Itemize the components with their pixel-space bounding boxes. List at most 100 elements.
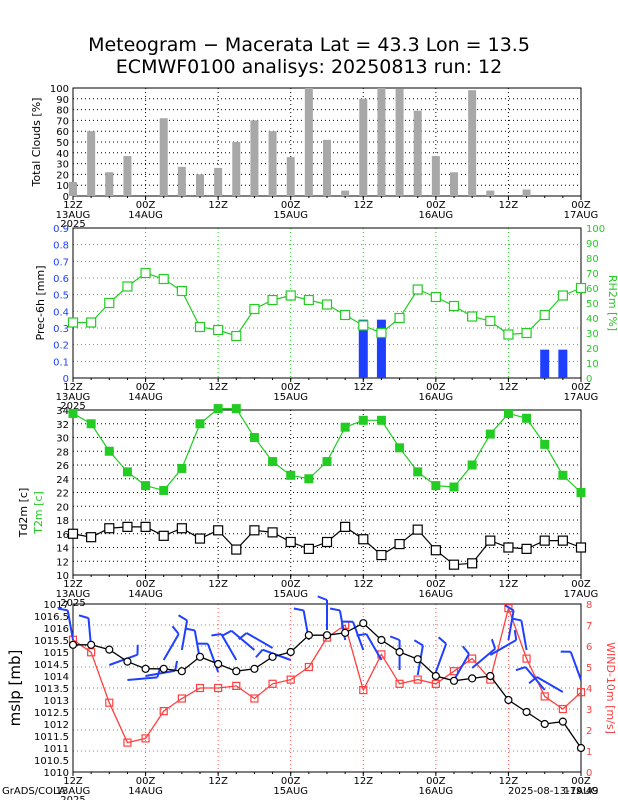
t2m-point <box>249 433 259 442</box>
t2m-point <box>467 460 477 470</box>
precip-ytick-label: 0.2 <box>53 341 69 352</box>
precip-bar <box>231 377 241 378</box>
cloud-cover-bar <box>413 110 422 196</box>
clouds-time-label: 00Z <box>281 200 301 211</box>
wind-barb <box>434 643 448 673</box>
clouds-axis-label: Total Clouds [%] <box>30 98 43 188</box>
cloud-cover-bar <box>395 89 404 196</box>
mslp-point <box>105 645 114 654</box>
precip-date-label: 16AUG <box>419 392 454 403</box>
t2m-point <box>304 474 314 484</box>
td2m-point <box>158 530 169 541</box>
td2m-point <box>430 545 441 556</box>
wind-barb-flag <box>317 595 328 601</box>
precip-date-label: 14AUG <box>128 392 163 403</box>
cloud-cover-bar <box>341 190 350 196</box>
mslp-ytick-label: 1016.5 <box>34 612 69 623</box>
mslp-point <box>123 657 132 666</box>
t2m-point <box>159 485 169 495</box>
wind-barb-flag <box>515 666 526 672</box>
precip-bar <box>558 349 568 378</box>
t2m-point <box>195 419 205 429</box>
wind-barb-flag <box>57 607 68 612</box>
td2m-point <box>104 523 115 534</box>
clouds-ytick-label: 10 <box>56 181 69 192</box>
mslp-ytick-label: 1016 <box>44 624 69 635</box>
t2m-point <box>213 404 223 414</box>
precip-date-label: 15AUG <box>273 392 308 403</box>
wind-barb-flag <box>356 633 367 637</box>
temp-date-label: 13AUG <box>56 589 91 600</box>
td2m-axis-label: Td2m [c] <box>17 488 30 539</box>
rh-ytick-label: 20 <box>586 344 599 355</box>
wind-speed-point <box>540 692 549 701</box>
wind-speed-point <box>232 681 241 691</box>
clouds-time-label: 12Z <box>63 200 83 211</box>
mslp-point <box>195 652 205 661</box>
td2m-point <box>67 528 79 539</box>
temp-ytick-label: 32 <box>56 420 69 431</box>
cloud-cover-bar <box>286 157 295 196</box>
wind-speed-point <box>449 667 459 676</box>
mslp-time-label: 12Z <box>499 776 519 787</box>
rh-point <box>194 321 206 333</box>
mslp-date-label: 16AUG <box>419 786 454 797</box>
wind-barb-flag <box>504 604 515 612</box>
wind-barb-flag <box>528 676 538 685</box>
mslp-time-label: 12Z <box>208 776 228 787</box>
wind-speed-point <box>105 698 114 707</box>
mslp-point <box>304 631 313 640</box>
mslp-ytick-label: 1015.5 <box>34 636 69 647</box>
wind-barb-flag <box>329 607 341 612</box>
cloud-cover-bar <box>268 131 277 196</box>
wind-speed-point <box>468 654 477 663</box>
mslp-point <box>504 695 513 705</box>
t2m-point <box>358 415 368 425</box>
td2m-point <box>503 542 514 553</box>
wind-speed-point <box>195 683 205 693</box>
mslp-point <box>250 664 259 673</box>
precip-ytick-label: 0.6 <box>53 274 69 285</box>
cloud-cover-bar <box>486 190 495 196</box>
precip-ytick-label: 0 <box>63 374 69 385</box>
chart-title-line2: ECMWF0100 analisys: 20250813 run: 12 <box>115 56 503 78</box>
mslp-point <box>177 667 186 676</box>
mslp-point <box>268 652 277 661</box>
temp-date-label: 14AUG <box>128 589 163 600</box>
clouds-ytick-label: 100 <box>50 84 69 95</box>
mslp-point <box>159 664 168 673</box>
td2m-point <box>285 536 296 548</box>
rh-point <box>231 330 242 342</box>
precip-time-label: 12Z <box>63 382 83 393</box>
mslp-point <box>540 719 549 729</box>
temp-time-label: 12Z <box>208 579 228 590</box>
rh-ytick-label: 40 <box>586 314 599 325</box>
footer-credit: GrADS/COLA <box>2 786 66 797</box>
rh-ytick-label: 60 <box>586 284 599 295</box>
clouds-time-label: 00Z <box>136 200 156 211</box>
clouds-date-label: 14AUG <box>128 210 163 221</box>
temp-ytick-label: 14 <box>56 544 69 555</box>
clouds-time-label: 12Z <box>499 200 519 211</box>
wind-speed-point <box>504 604 513 613</box>
mslp-time-label: 12Z <box>63 776 83 787</box>
temp-date-label: 15AUG <box>273 589 308 600</box>
precip-ytick-label: 0.3 <box>53 324 69 335</box>
temp-time-label: 12Z <box>63 579 83 590</box>
t2m-point <box>340 422 350 432</box>
mslp-time-label: 00Z <box>281 776 301 787</box>
cloud-cover-bar <box>232 142 241 196</box>
mslp-ytick-label: 1011.5 <box>34 732 69 743</box>
td2m-point <box>448 559 460 570</box>
mslp-ytick-label: 1010.5 <box>34 756 69 767</box>
td2m-point <box>467 558 478 569</box>
mslp-point <box>286 647 295 657</box>
rh-point <box>303 294 314 306</box>
cloud-cover-bar <box>123 156 132 196</box>
precip-ytick-label: 0.7 <box>53 257 69 268</box>
cloud-cover-bar <box>87 131 96 196</box>
rh-point <box>158 273 169 285</box>
precip-ytick-label: 0.5 <box>53 291 69 302</box>
t2m-point <box>431 481 441 491</box>
wind-ytick-label: 7 <box>586 621 592 632</box>
